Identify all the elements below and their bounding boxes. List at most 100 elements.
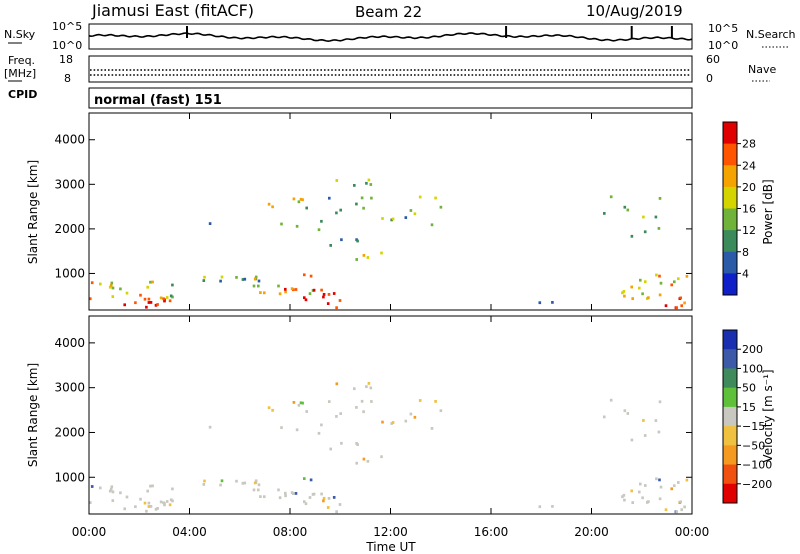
range-cell <box>252 284 256 288</box>
range-cell <box>329 447 332 451</box>
range-cell <box>299 401 303 405</box>
range-cell <box>623 205 627 209</box>
range-cell <box>390 422 393 425</box>
range-cell <box>626 208 630 212</box>
colorbar-swatch <box>723 143 737 166</box>
range-cell <box>259 495 262 498</box>
range-cell <box>309 274 313 278</box>
range-cell <box>638 490 641 494</box>
colorbar-swatch <box>723 349 737 369</box>
range-cell <box>327 293 331 296</box>
colorbar-frame <box>722 329 738 504</box>
power-panel: 1000 2000 3000 4000 Slant Range [km] 28 24 20… <box>26 112 775 311</box>
range-cell <box>360 399 364 403</box>
range-cell <box>267 406 271 410</box>
range-cell <box>292 197 296 201</box>
range-cell <box>111 499 115 502</box>
frequency-label-bottom: [MHz] <box>4 67 36 80</box>
colorbar-swatch <box>723 330 737 350</box>
range-cell <box>203 275 206 279</box>
range-cell <box>241 481 245 485</box>
range-cell <box>639 482 642 486</box>
range-cell <box>143 297 147 301</box>
range-cell <box>380 455 383 459</box>
noise-trace-line <box>88 32 693 43</box>
colorbar-swatch <box>723 273 737 296</box>
range-cell <box>626 412 630 415</box>
range-cell <box>301 198 304 202</box>
range-cell <box>551 301 554 304</box>
range-cell <box>335 510 338 514</box>
range-cell <box>630 285 633 289</box>
colorbar-tick-label: 100 <box>742 362 763 375</box>
range-cell <box>119 287 122 291</box>
range-cell <box>639 278 642 282</box>
range-cell <box>644 280 647 284</box>
range-cell <box>147 501 151 505</box>
noise-right-tick-top: 10^5 <box>708 22 738 35</box>
velocity-panel: 1000 2000 3000 4000 Slant Range [km] 200 100… <box>26 315 775 515</box>
range-cell <box>430 427 434 430</box>
range-cell <box>658 497 662 501</box>
range-cell <box>355 258 358 261</box>
range-cell <box>278 292 282 296</box>
range-cell <box>284 494 287 498</box>
range-cell <box>297 200 301 204</box>
velocity-y-ticks: 1000 2000 3000 4000 <box>54 336 692 484</box>
colorbar-tick-label: 8 <box>742 246 749 259</box>
colorbar-tick-label: −200 <box>742 478 772 491</box>
range-cell <box>366 256 370 259</box>
range-cell <box>439 205 443 209</box>
range-cell <box>305 206 308 210</box>
range-cell <box>675 510 678 514</box>
range-cell <box>328 196 331 200</box>
range-cell <box>317 228 321 232</box>
colorbar-tick-label: −100 <box>742 459 772 472</box>
range-cell <box>280 222 283 226</box>
range-cell <box>109 487 113 491</box>
range-cell <box>168 299 172 303</box>
range-cell <box>89 297 92 301</box>
range-cell <box>326 506 330 509</box>
range-cell <box>683 301 686 305</box>
range-cell <box>439 409 443 413</box>
range-cell <box>146 489 149 493</box>
range-cell <box>642 419 645 422</box>
range-cell <box>685 478 689 482</box>
range-cell <box>642 215 645 219</box>
x-tick-label: 20:00 <box>574 525 609 539</box>
range-cell <box>623 498 626 502</box>
range-cell <box>353 387 356 391</box>
range-cell <box>381 420 384 424</box>
range-cell <box>538 301 542 305</box>
range-cell <box>654 215 658 219</box>
colorbar-swatch <box>723 445 737 466</box>
range-cell <box>145 305 148 309</box>
range-cell <box>630 234 634 238</box>
range-cell <box>603 415 606 419</box>
range-cell <box>677 277 680 281</box>
range-cell <box>326 302 330 305</box>
frequency-label-top: Freq. <box>8 54 35 67</box>
range-cell <box>163 503 166 507</box>
range-cell <box>303 500 306 504</box>
range-cell <box>147 505 151 508</box>
colorbar-swatch <box>723 426 737 446</box>
range-cell <box>171 283 174 287</box>
range-cell <box>675 306 678 310</box>
range-cell <box>235 276 238 279</box>
range-cell <box>413 212 417 216</box>
range-cell <box>369 183 373 186</box>
cpid-panel: CPID normal (fast) 151 <box>8 87 693 109</box>
range-cell <box>111 490 115 494</box>
range-cell <box>108 285 112 289</box>
range-cell <box>673 484 676 488</box>
range-cell <box>360 196 364 200</box>
range-cell <box>151 484 154 488</box>
range-cell <box>418 399 422 402</box>
range-cell <box>253 481 257 485</box>
range-cell <box>623 409 627 413</box>
station-title: Jiamusi East (fitACF) <box>91 1 254 20</box>
range-cell <box>657 430 661 434</box>
